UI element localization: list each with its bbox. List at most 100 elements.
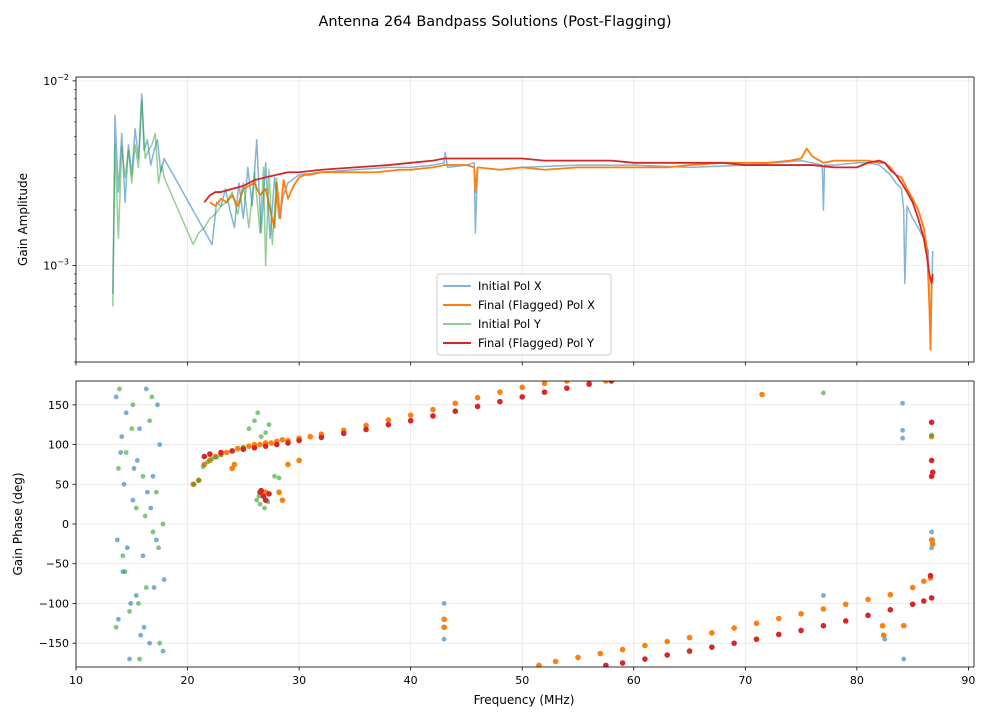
phase-point-final-flagged-pol-x (541, 381, 548, 387)
phase-point-final-flagged-pol-y (775, 631, 782, 638)
phase-point-final-flagged-pol-x (552, 658, 559, 665)
phase-point-final-flagged-pol-x (474, 394, 481, 401)
phase-panel: 10 20 30 40 50 60 70 80 90 −150 −100 −50 0 50 100 150 G… (11, 380, 976, 707)
phase-point-initial-pol-y (127, 608, 132, 614)
phase-point-initial-pol-y (200, 464, 206, 470)
phase-point-final-flagged-pol-x (279, 436, 286, 443)
phase-series-initial-pol-y (113, 386, 935, 662)
phase-point-final-flagged-pol-x (597, 650, 604, 657)
legend-entry-initial-pol-x: Initial Pol X (443, 279, 542, 293)
phase-point-initial-pol-x (121, 481, 127, 487)
phase-point-initial-pol-x (901, 656, 907, 662)
phase-point-final-flagged-pol-y (842, 618, 849, 624)
amplitude-panel: 10−3 10−2 Gain Amplitude Initial Pol X Fi… (16, 73, 975, 366)
phase-point-final-flagged-pol-y (686, 648, 693, 654)
phase-point-final-flagged-pol-x (385, 417, 392, 423)
x-axis-label: Frequency (MHz) (474, 693, 575, 707)
phase-point-initial-pol-y (821, 390, 826, 396)
phase-y-tick-label-0: 0 (62, 518, 69, 531)
phase-point-final-flagged-pol-y (296, 437, 302, 444)
phase-point-final-flagged-pol-x (909, 584, 916, 591)
legend-entry-initial-pol-y: Initial Pol Y (443, 317, 542, 331)
legend-label-final-pol-y: Final (Flagged) Pol Y (478, 336, 595, 350)
phase-point-final-flagged-pol-x (759, 391, 765, 398)
phase-point-initial-pol-y (263, 430, 269, 436)
phase-point-initial-pol-y (129, 426, 135, 432)
phase-point-initial-pol-x (141, 624, 147, 630)
phase-point-final-flagged-pol-y (240, 446, 247, 453)
phase-point-initial-pol-y (252, 418, 257, 424)
phase-point-final-flagged-pol-x (575, 654, 581, 661)
phase-point-initial-pol-y (143, 585, 149, 590)
phase-point-initial-pol-y (150, 529, 156, 535)
phase-point-final-flagged-pol-y (218, 449, 224, 456)
phase-point-initial-pol-x (821, 593, 826, 598)
phase-series-initial-pol-x (113, 386, 936, 662)
phase-point-final-flagged-pol-x (642, 642, 648, 649)
phase-point-initial-pol-x (441, 636, 447, 642)
phase-point-final-flagged-pol-x (279, 497, 286, 503)
phase-point-initial-pol-x (900, 400, 906, 406)
phase-point-initial-pol-y (123, 450, 129, 455)
phase-point-final-flagged-pol-x (798, 610, 804, 617)
phase-point-initial-pol-x (131, 465, 137, 471)
phase-point-final-flagged-pol-y (753, 636, 760, 642)
phase-point-initial-pol-x (151, 585, 157, 590)
phase-point-initial-pol-x (900, 435, 906, 441)
phase-point-final-flagged-pol-y (586, 381, 592, 387)
phase-y-tick-label-150: 150 (48, 399, 69, 412)
phase-point-final-flagged-pol-x (276, 489, 282, 496)
phase-point-final-flagged-pol-y (474, 403, 481, 410)
phase-point-final-flagged-pol-y (928, 595, 935, 601)
phase-point-final-flagged-pol-x (921, 578, 927, 584)
phase-point-final-flagged-pol-y (603, 662, 609, 667)
phase-point-final-flagged-pol-x (223, 449, 230, 456)
phase-point-initial-pol-x (148, 505, 154, 511)
phase-point-final-flagged-pol-x (842, 601, 849, 608)
phase-point-initial-pol-y (120, 553, 126, 559)
phase-point-final-flagged-pol-x (880, 632, 887, 639)
phase-point-initial-pol-y (130, 402, 136, 408)
amplitude-series-initial-pol-x (112, 93, 934, 340)
phase-point-final-flagged-pol-y (664, 652, 671, 658)
phase-point-initial-pol-x (157, 442, 163, 447)
phase-point-final-flagged-pol-y (340, 430, 347, 437)
legend-label-initial-pol-y: Initial Pol Y (478, 317, 542, 331)
phase-point-initial-pol-y (266, 422, 272, 428)
phase-point-final-flagged-pol-x (664, 638, 671, 645)
figure-suptitle: Antenna 264 Bandpass Solutions (Post-Fla… (318, 14, 671, 30)
x-tick-label-40: 40 (404, 674, 418, 687)
phase-point-initial-pol-x (134, 458, 140, 463)
phase-point-final-flagged-pol-y (285, 440, 291, 446)
phase-point-final-flagged-pol-x (234, 445, 241, 452)
amplitude-ticks: 10−3 10−2 (43, 73, 969, 366)
phase-point-final-flagged-pol-y (258, 487, 264, 494)
phase-point-initial-pol-y (147, 418, 153, 424)
amplitude-y-axis-label: Gain Amplitude (16, 173, 30, 266)
amplitude-series-group (112, 93, 934, 351)
phase-point-final-flagged-pol-y (608, 381, 615, 384)
phase-point-final-flagged-pol-x (285, 461, 291, 468)
phase-y-tick-label-100: 100 (48, 439, 69, 452)
phase-grid (75, 381, 974, 667)
phase-point-final-flagged-pol-x (536, 662, 542, 667)
phase-point-final-flagged-pol-x (709, 630, 715, 636)
phase-point-final-flagged-pol-y (709, 644, 715, 650)
phase-point-final-flagged-pol-y (229, 448, 235, 454)
phase-point-final-flagged-pol-y (262, 443, 269, 449)
phase-y-axis-label: Gain Phase (deg) (11, 472, 25, 575)
phase-point-initial-pol-y (142, 513, 148, 519)
phase-point-final-flagged-pol-x (407, 412, 414, 418)
phase-point-initial-pol-x (118, 450, 124, 455)
phase-point-initial-pol-y (276, 475, 282, 481)
phase-point-final-flagged-pol-x (820, 606, 827, 612)
phase-point-final-flagged-pol-y (385, 421, 392, 428)
legend-frame (436, 273, 612, 356)
phase-point-initial-pol-y (160, 521, 166, 527)
phase-ticks: 10 20 30 40 50 60 70 80 90 −150 −100 −50 0 50 100 150 (39, 399, 976, 687)
phase-point-final-flagged-pol-x (900, 622, 907, 629)
phase-point-final-flagged-pol-y (251, 444, 258, 451)
phase-point-final-flagged-pol-x (879, 622, 886, 629)
phase-point-initial-pol-x (140, 553, 146, 559)
